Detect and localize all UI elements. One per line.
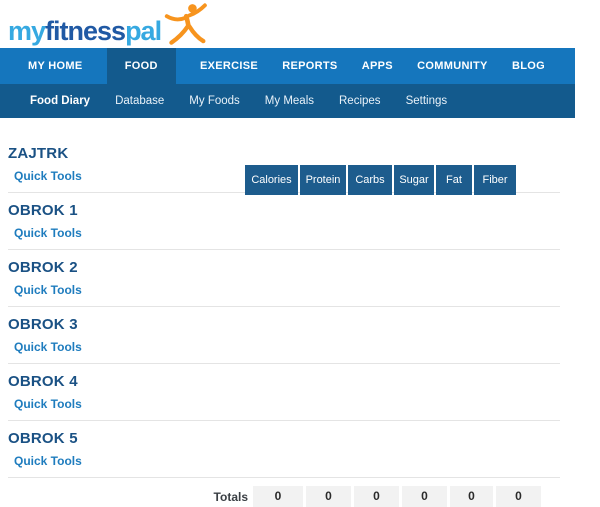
nav-apps[interactable]: APPS: [361, 60, 393, 72]
quick-tools-link[interactable]: Quick Tools: [14, 454, 82, 468]
meal-title: OBROK 5: [8, 430, 78, 447]
totals-cells: 0 0 0 0 0 0: [253, 486, 544, 507]
section-divider: [8, 420, 560, 421]
column-header-protein[interactable]: Protein: [300, 165, 346, 195]
totals-row: Totals 0 0 0 0 0 0: [8, 486, 600, 507]
food-diary-content: Calories Protein Carbs Sugar Fat Fiber Z…: [0, 146, 600, 507]
subnav-my-foods[interactable]: My Foods: [189, 95, 240, 107]
meal-section-obrok-5: OBROK 5 Quick Tools: [8, 431, 600, 478]
column-header-fat[interactable]: Fat: [436, 165, 472, 195]
total-fiber: 0: [496, 486, 541, 507]
quick-tools-link[interactable]: Quick Tools: [14, 169, 82, 183]
meal-section-obrok-1: OBROK 1 Quick Tools: [8, 203, 600, 250]
meal-title: OBROK 3: [8, 316, 78, 333]
meal-section-obrok-4: OBROK 4 Quick Tools: [8, 374, 600, 421]
quick-tools-link[interactable]: Quick Tools: [14, 397, 82, 411]
totals-label: Totals: [213, 489, 248, 504]
column-header-fiber[interactable]: Fiber: [474, 165, 516, 195]
section-divider: [8, 363, 560, 364]
meal-title: OBROK 1: [8, 202, 78, 219]
total-calories: 0: [253, 486, 303, 507]
total-sugar: 0: [402, 486, 447, 507]
nav-community[interactable]: COMMUNITY: [417, 60, 488, 72]
logo-text-pal: pal: [125, 16, 162, 46]
column-header-sugar[interactable]: Sugar: [394, 165, 434, 195]
meal-title: OBROK 4: [8, 373, 78, 390]
section-divider: [8, 477, 560, 478]
logo-text-my: my: [8, 16, 46, 46]
subnav-food-diary[interactable]: Food Diary: [30, 95, 91, 107]
nav-reports[interactable]: REPORTS: [282, 60, 338, 72]
column-header-calories[interactable]: Calories: [245, 165, 298, 195]
header: my fitness pal: [0, 0, 600, 48]
nav-blog[interactable]: BLOG: [511, 60, 545, 72]
quick-tools-link[interactable]: Quick Tools: [14, 226, 82, 240]
total-protein: 0: [306, 486, 351, 507]
quick-tools-link[interactable]: Quick Tools: [14, 283, 82, 297]
quick-tools-link[interactable]: Quick Tools: [14, 340, 82, 354]
meal-title: ZAJTRK: [8, 145, 69, 162]
column-header-carbs[interactable]: Carbs: [348, 165, 392, 195]
subnav-database[interactable]: Database: [115, 95, 165, 107]
subnav-my-meals[interactable]: My Meals: [264, 95, 314, 107]
nav-food[interactable]: FOOD: [106, 48, 176, 84]
leaping-figure-icon: [164, 3, 207, 45]
section-divider: [8, 249, 560, 250]
total-fat: 0: [450, 486, 493, 507]
section-divider: [8, 306, 560, 307]
nav-my-home[interactable]: MY HOME: [28, 60, 83, 72]
subnav-recipes[interactable]: Recipes: [339, 95, 381, 107]
logo-text-fitness: fitness: [45, 16, 126, 46]
total-carbs: 0: [354, 486, 399, 507]
meal-section-obrok-3: OBROK 3 Quick Tools: [8, 317, 600, 364]
meal-section-obrok-2: OBROK 2 Quick Tools: [8, 260, 600, 307]
main-nav: MY HOME FOOD EXERCISE REPORTS APPS COMMU…: [0, 48, 575, 84]
nav-exercise[interactable]: EXERCISE: [199, 60, 258, 72]
subnav-settings[interactable]: Settings: [405, 95, 448, 107]
nutrient-header-row: Calories Protein Carbs Sugar Fat Fiber: [245, 165, 518, 195]
meal-title: OBROK 2: [8, 259, 78, 276]
myfitnesspal-logo[interactable]: my fitness pal: [8, 3, 211, 45]
sub-nav: Food Diary Database My Foods My Meals Re…: [0, 84, 575, 118]
